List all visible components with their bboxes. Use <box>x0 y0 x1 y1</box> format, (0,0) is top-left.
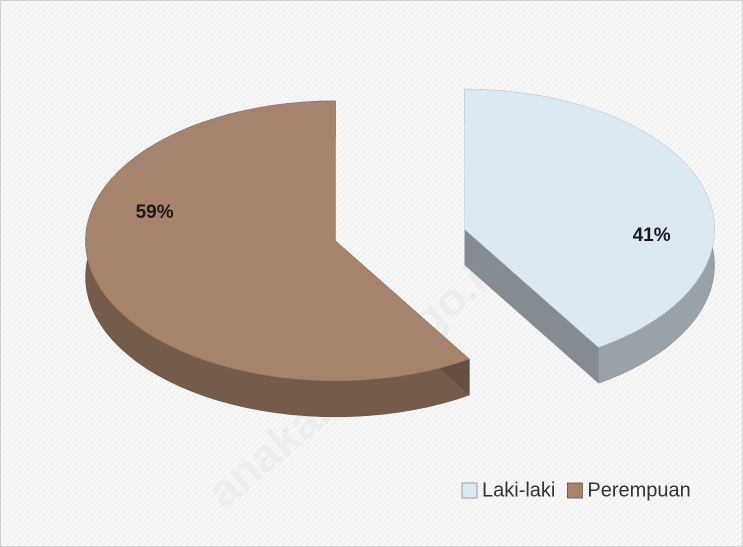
data-label: 41% <box>633 225 671 246</box>
legend-swatch <box>461 482 478 499</box>
legend: Laki-laki Perempuan <box>461 479 691 501</box>
slice <box>464 88 715 348</box>
legend-swatch <box>566 482 583 499</box>
pie: 41% 59% <box>85 88 715 418</box>
legend-label: Perempuan <box>587 479 690 501</box>
data-label: 59% <box>136 202 174 223</box>
slice <box>85 100 470 382</box>
legend-label: Laki-laki <box>482 479 555 501</box>
slice-cut <box>464 229 599 384</box>
